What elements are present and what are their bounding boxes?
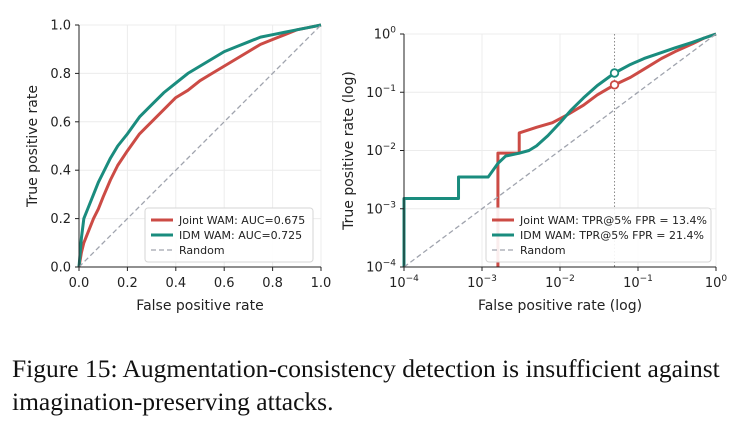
series-line-idm bbox=[77, 23, 322, 268]
x-tick-label: 10−2 bbox=[545, 274, 575, 291]
x-tick-label: 0.6 bbox=[214, 276, 235, 291]
series-line-random bbox=[78, 24, 322, 268]
x-tick-label: 10−4 bbox=[389, 274, 419, 291]
y-tick-label: 10−1 bbox=[366, 84, 396, 101]
y-tick-label: 100 bbox=[374, 26, 397, 43]
y-tick-label: 10−4 bbox=[366, 259, 396, 276]
x-tick-label: 0.0 bbox=[69, 276, 90, 291]
figure-caption: Figure 15: Augmentation-consistency dete… bbox=[12, 354, 720, 416]
y-tick-label: 0.8 bbox=[50, 67, 71, 82]
x-tick-label: 0.8 bbox=[262, 276, 283, 291]
legend: Joint WAM: AUC=0.675 IDM WAM: AUC=0.725 Ra… bbox=[144, 207, 314, 263]
operating-point-idm bbox=[609, 68, 620, 78]
legend-label-idm: IDM WAM: TPR@5% FPR = 21.4% bbox=[520, 229, 704, 242]
y-tick-label: 0.6 bbox=[50, 115, 71, 130]
series-line-joint bbox=[77, 23, 322, 268]
series-line-random bbox=[403, 33, 717, 268]
chart-1: 0.0 0.2 0.4 0.6 0.8 1.0 0.0 0.2 0.4 0.6 0.8 1.0 Fals… bbox=[25, 19, 331, 315]
legend-box bbox=[144, 207, 314, 263]
y-tick-label: 10−3 bbox=[366, 200, 396, 217]
series-line-idm bbox=[402, 32, 717, 267]
x-tick-label: 10−1 bbox=[623, 274, 653, 291]
chart-2: 10−4 10−3 10−2 10−1 100 10−4 10−3 10−2 10−1 100 Fa… bbox=[341, 26, 727, 315]
legend-label-joint: Joint WAM: TPR@5% FPR = 13.4% bbox=[519, 214, 707, 227]
legend-box bbox=[485, 207, 712, 263]
y-axis-label: True positive rate bbox=[25, 85, 41, 208]
y-tick-label: 0.2 bbox=[50, 212, 71, 227]
y-tick-label: 0.0 bbox=[50, 261, 71, 276]
legend-label-random: Random bbox=[520, 244, 566, 257]
figure-charts: 0.0 0.2 0.4 0.6 0.8 1.0 0.0 0.2 0.4 0.6 0.8 1.0 Fals… bbox=[25, 19, 727, 315]
x-tick-label: 1.0 bbox=[311, 276, 332, 291]
x-axis-label: False positive rate bbox=[136, 298, 263, 314]
legend-label-random: Random bbox=[179, 244, 225, 257]
y-axis-label: True positive rate (log) bbox=[341, 71, 357, 231]
x-tick-label: 100 bbox=[705, 274, 728, 291]
y-tick-label: 1.0 bbox=[50, 19, 71, 34]
legend-label-joint: Joint WAM: AUC=0.675 bbox=[178, 214, 305, 227]
x-tick-label: 10−3 bbox=[467, 274, 497, 291]
y-tick-label: 0.4 bbox=[50, 164, 71, 179]
operating-point-joint bbox=[609, 80, 620, 90]
x-axis-label: False positive rate (log) bbox=[478, 298, 642, 314]
legend-label-idm: IDM WAM: AUC=0.725 bbox=[179, 229, 302, 242]
x-tick-label: 0.2 bbox=[117, 276, 138, 291]
legend: Joint WAM: TPR@5% FPR = 13.4% IDM WAM: TP… bbox=[485, 207, 712, 263]
x-tick-label: 0.4 bbox=[165, 276, 186, 291]
y-tick-label: 10−2 bbox=[366, 142, 396, 159]
